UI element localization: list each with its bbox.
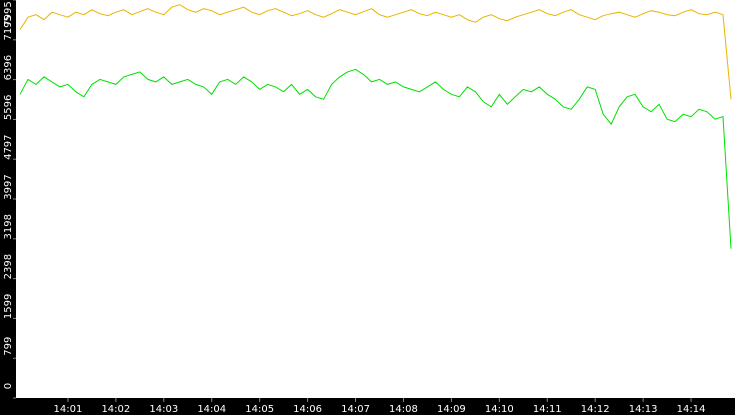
y-tick-label: 3198 — [3, 214, 14, 239]
x-tick-label: 14:11 — [533, 404, 562, 415]
y-tick-label: 7195 — [3, 15, 14, 40]
series-line — [19, 4, 732, 100]
x-tick-label: 14:03 — [149, 404, 178, 415]
x-axis-band — [0, 398, 735, 415]
x-tick-label: 14:02 — [101, 404, 130, 415]
x-tick-label: 14:07 — [341, 404, 370, 415]
y-tick-label: 0 — [3, 383, 14, 389]
x-tick-label: 14:12 — [581, 404, 610, 415]
x-tick-label: 14:08 — [389, 404, 418, 415]
x-tick-label: 14:05 — [245, 404, 274, 415]
y-axis-band — [0, 0, 16, 415]
x-tick-label: 14:06 — [293, 404, 322, 415]
y-tick-label: 1599 — [3, 294, 14, 319]
x-tick-label: 14:01 — [54, 404, 83, 415]
y-tick-label: 2398 — [3, 254, 14, 279]
y-tick-label: 7995 — [3, 1, 14, 26]
y-tick-label: 5596 — [3, 95, 14, 120]
x-tick-label: 14:04 — [197, 404, 226, 415]
x-tick-label: 14:10 — [485, 404, 514, 415]
y-tick-label: 799 — [3, 337, 14, 356]
series-line — [19, 68, 732, 249]
x-tick-label: 14:09 — [437, 404, 466, 415]
y-tick-label: 3997 — [3, 174, 14, 199]
y-tick-label: 6396 — [3, 55, 14, 80]
x-tick-label: 14:13 — [629, 404, 658, 415]
x-tick-label: 14:14 — [677, 404, 706, 415]
y-tick-label: 4797 — [3, 134, 14, 159]
